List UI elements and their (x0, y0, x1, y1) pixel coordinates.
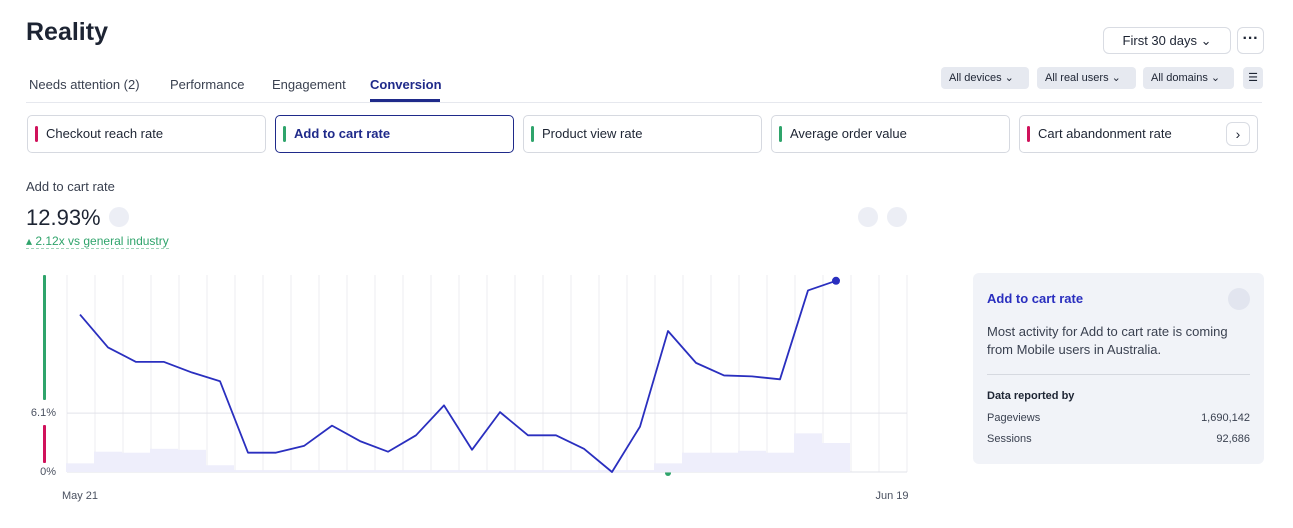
ai-icon[interactable] (1228, 288, 1250, 310)
metric-comparison: ▴ 2.12x vs general industry (26, 234, 169, 249)
date-range[interactable]: First 30 days ⌄ (1103, 27, 1231, 54)
filter-label: All devices (949, 72, 1002, 84)
chart: 0% 6.1% May 21 Jun 19 (31, 275, 909, 502)
x-tick-label: May 21 (62, 490, 98, 502)
page-title: Reality (26, 18, 108, 46)
card-color (35, 126, 38, 142)
background-bar (738, 450, 766, 472)
filter-label: All domains (1151, 72, 1208, 84)
metric-value: 12.93% (26, 205, 101, 230)
next-button[interactable]: › (1226, 122, 1250, 146)
y-tick-label: 6.1% (31, 407, 56, 419)
background-bar (682, 452, 710, 472)
alert-icon[interactable] (109, 207, 129, 227)
row-value: 92,686 (1216, 433, 1250, 445)
metric-label: Add to cart rate (26, 179, 115, 194)
background-bar (402, 470, 430, 472)
background-bar (514, 470, 542, 472)
panel-section: Data reported by (987, 390, 1075, 402)
background-bar (430, 470, 458, 472)
panel-text: Most activity for Add to cart rate is co… (987, 324, 1228, 357)
last-point (832, 276, 840, 285)
insight-panel: Add to cart rate Most activity for Add t… (973, 273, 1264, 464)
metric-card[interactable]: Cart abandonment rate (1019, 115, 1258, 153)
background-bar (66, 463, 94, 472)
card-label: Checkout reach rate (46, 126, 164, 141)
background-bar (626, 470, 654, 472)
card-label: Average order value (790, 126, 907, 141)
x-tick-label: Jun 19 (875, 490, 908, 502)
filter[interactable]: All real users ⌄ (1037, 67, 1136, 89)
swap-icon[interactable] (858, 207, 878, 227)
card-color (1027, 126, 1030, 142)
line-series (79, 279, 837, 473)
background-bar (234, 470, 262, 472)
card-label: Cart abandonment rate (1038, 126, 1172, 141)
card-color (531, 126, 534, 142)
background-bar (542, 470, 570, 472)
threshold-poor (43, 425, 46, 463)
comparison-text: 2.12x vs general industry (35, 234, 169, 248)
background-bar (290, 470, 318, 472)
panel-divider (987, 374, 1250, 375)
panel-title: Add to cart rate (987, 291, 1084, 306)
background-bar (710, 452, 738, 472)
metric-card[interactable]: Product view rate (523, 115, 762, 153)
background-bar (654, 463, 682, 472)
background-bar (150, 448, 178, 472)
filter[interactable]: All devices ⌄ (941, 67, 1029, 89)
background-bar (458, 470, 486, 472)
collapse-icon[interactable] (887, 207, 907, 227)
background-bar (486, 470, 514, 472)
background-bar (94, 451, 122, 472)
filter[interactable]: All domains ⌄ (1143, 67, 1234, 89)
row-label: Sessions (987, 433, 1032, 445)
date-range-label: First 30 days (1122, 33, 1197, 48)
background-bar (262, 470, 290, 472)
filter-label: All real users (1045, 72, 1109, 84)
metric-card[interactable]: Average order value (771, 115, 1010, 153)
card-label: Product view rate (542, 126, 643, 141)
divider (26, 102, 1262, 103)
tab[interactable]: Engagement (272, 77, 346, 92)
settings-button[interactable]: ☰ (1243, 67, 1263, 89)
metric-card[interactable]: Add to cart rate (275, 115, 514, 153)
background-bar (122, 452, 150, 472)
tab[interactable]: Needs attention (2) (29, 77, 140, 92)
y-tick-label: 0% (40, 466, 56, 478)
card-label: Add to cart rate (294, 126, 391, 141)
row-label: Pageviews (987, 412, 1041, 424)
background-bar (570, 470, 598, 472)
more-button[interactable]: ··· (1237, 27, 1264, 54)
tab[interactable]: Conversion (370, 77, 442, 92)
background-bar (346, 470, 374, 472)
background-bar (766, 452, 794, 472)
background-bar (178, 449, 206, 472)
background-bar (206, 465, 234, 472)
background-bar (318, 470, 346, 472)
tab-underline (370, 99, 440, 102)
tab[interactable]: Performance (170, 77, 245, 92)
background-bar (794, 433, 822, 472)
card-color (283, 126, 286, 142)
metric-card[interactable]: Checkout reach rate (27, 115, 266, 153)
background-bar (822, 443, 850, 472)
background-bar (374, 470, 402, 472)
row-value: 1,690,142 (1201, 412, 1250, 424)
threshold-good (43, 275, 46, 400)
card-color (779, 126, 782, 142)
